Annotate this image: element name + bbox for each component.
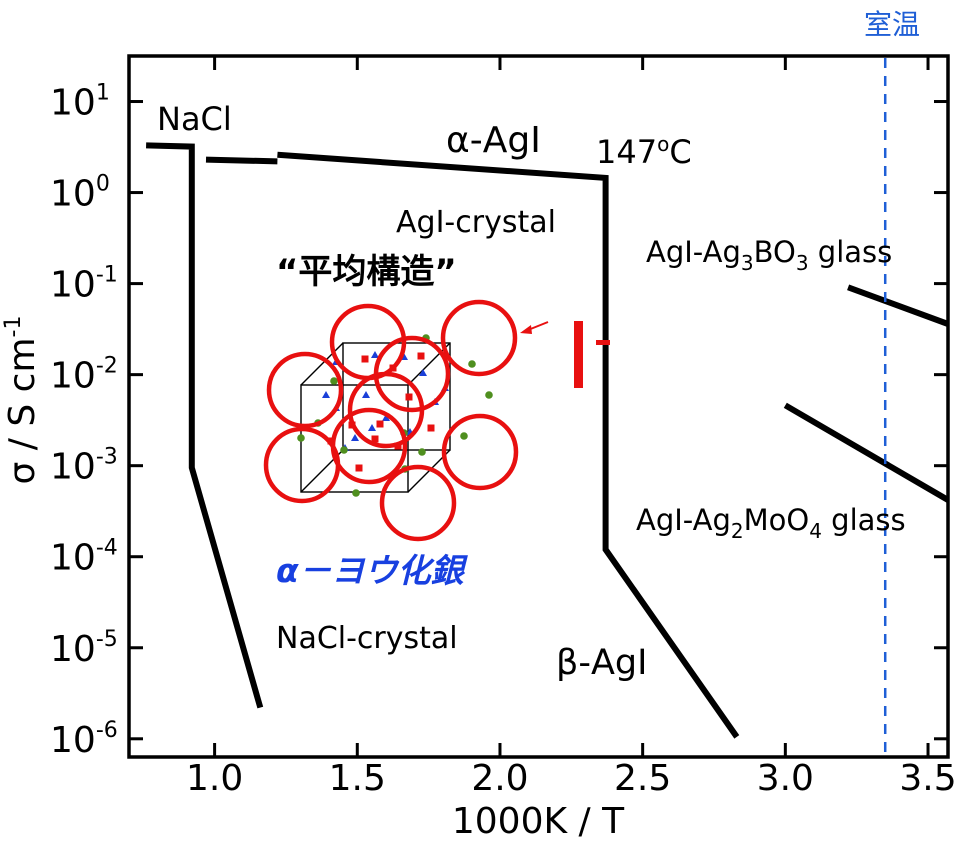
silver-site-marker [485, 391, 493, 399]
silver-site-marker [428, 425, 435, 432]
x-tick-label: 2.5 [614, 758, 671, 799]
silver-site-marker [418, 448, 426, 456]
x-tick-label: 1.0 [186, 758, 243, 799]
silver-site-marker [362, 391, 370, 398]
silver-site-marker [352, 489, 360, 497]
y-tick-label: 100 [50, 172, 110, 215]
alpha-agi-structure-illustration [266, 302, 610, 539]
y-tick-label: 10-3 [50, 445, 118, 488]
x-tick-label: 2.0 [471, 758, 528, 799]
label-nacl: NaCl [157, 100, 232, 138]
label-transition-temp: 147oC [596, 132, 692, 171]
x-tick-label: 3.0 [757, 758, 814, 799]
label-alpha-agi: α-AgI [446, 120, 541, 161]
x-tick-label: 3.5 [899, 758, 956, 799]
series-line-molybdate-glass [785, 405, 948, 500]
silver-site-marker [468, 360, 476, 368]
iodide-ion-circle [269, 354, 341, 426]
label-molybdate-glass: AgI-Ag2MoO4 glass [636, 503, 906, 543]
y-axis-label: σ / S cm-1 [1, 316, 43, 485]
room-temperature-label: 室温 [864, 8, 920, 41]
silver-site-marker [322, 391, 330, 398]
y-tick-label: 10-2 [50, 354, 118, 397]
label-average-structure: “平均構造” [276, 252, 457, 292]
label-beta-agi: β-AgI [556, 643, 647, 683]
silver-site-marker [368, 424, 376, 431]
silver-site-marker [377, 421, 384, 428]
silver-site-marker [356, 465, 363, 472]
x-axis-label: 1000K / T [452, 801, 625, 842]
iodide-ion-circle [382, 467, 454, 539]
silver-site-marker [406, 394, 413, 401]
y-tick-label: 10-6 [50, 718, 118, 761]
iodide-ion-circle [444, 416, 516, 488]
silver-site-marker [362, 356, 369, 363]
silver-site-marker [297, 434, 305, 442]
silver-site-marker [330, 377, 338, 385]
series-line-borate-glass [848, 287, 948, 324]
label-alpha-silver-iodide: α－ヨウ化銀 [276, 551, 469, 590]
label-borate-glass: AgI-Ag3BO3 glass [646, 235, 892, 275]
red-arrow [520, 322, 548, 334]
iodide-circles [266, 302, 516, 539]
y-axis-label-sup: -1 [1, 316, 26, 338]
silver-site-marker [340, 446, 348, 454]
y-tick-label: 10-5 [50, 627, 118, 670]
iodide-ion-circle [443, 302, 515, 374]
y-tick-label: 10-1 [50, 263, 118, 306]
y-axis-label-main: σ / S cm [2, 337, 43, 484]
label-agi-crystal: AgI-crystal [396, 205, 556, 240]
silver-site-marker [460, 432, 468, 440]
silver-site-marker [418, 353, 425, 360]
series-line-agi-alpha-1 [206, 160, 277, 162]
series-line-nacl [146, 145, 260, 707]
label-nacl-crystal: NaCl-crystal [276, 621, 458, 656]
y-tick-label: 101 [50, 81, 110, 124]
x-tick-label: 1.5 [329, 758, 386, 799]
y-tick-label: 10-4 [50, 536, 118, 579]
